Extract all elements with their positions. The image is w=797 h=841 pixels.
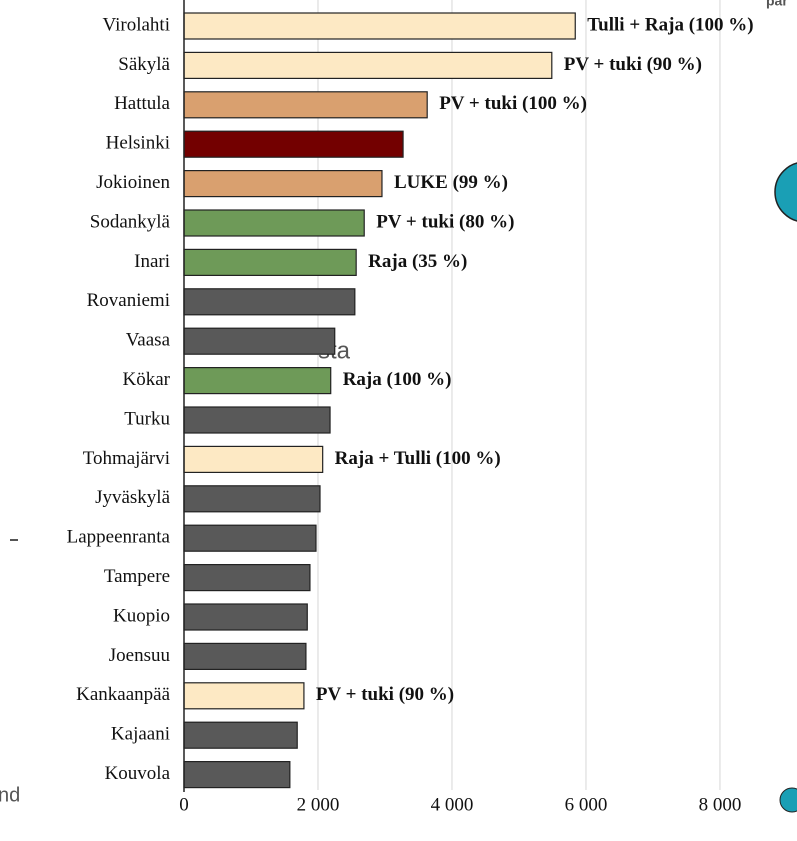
y-tick-label: Rovaniemi bbox=[87, 290, 170, 311]
y-tick-label: Tampere bbox=[104, 566, 170, 587]
y-tick-label: Virolahti bbox=[103, 14, 170, 35]
y-tick-label: Kankaanpää bbox=[76, 684, 170, 705]
bar-label: Raja (100 %) bbox=[343, 369, 452, 390]
bar-label: Tulli + Raja (100 %) bbox=[587, 14, 753, 35]
y-tick-label: Kökar bbox=[123, 369, 171, 390]
y-tick-label: Kouvola bbox=[105, 763, 171, 784]
y-tick-label: Sodankylä bbox=[90, 211, 171, 232]
bar bbox=[184, 407, 330, 433]
bar-label: PV + tuki (80 %) bbox=[376, 211, 514, 232]
bar bbox=[184, 171, 382, 197]
background-text: par bbox=[766, 0, 788, 9]
bar-label: PV + tuki (90 %) bbox=[316, 684, 454, 705]
bar bbox=[184, 328, 335, 354]
bar-label: Raja (35 %) bbox=[368, 251, 467, 272]
bar bbox=[184, 446, 323, 472]
y-tick-label: Vaasa bbox=[126, 330, 171, 351]
x-tick-label: 2 000 bbox=[297, 794, 340, 815]
bar bbox=[184, 486, 320, 512]
bar bbox=[184, 13, 575, 39]
chart: par sta nd 02 0004 0006 0008 000Virolaht… bbox=[0, 0, 797, 841]
y-tick-label: Joensuu bbox=[109, 645, 171, 666]
y-tick-label: Kajaani bbox=[111, 724, 170, 745]
y-tick-label: Lappeenranta bbox=[67, 527, 171, 548]
x-tick-label: 0 bbox=[179, 794, 189, 815]
x-tick-label: 4 000 bbox=[431, 794, 474, 815]
bar-label: LUKE (99 %) bbox=[394, 172, 508, 193]
bar bbox=[184, 368, 331, 394]
bar bbox=[184, 604, 307, 630]
x-tick-label: 6 000 bbox=[565, 794, 608, 815]
bar bbox=[184, 289, 355, 315]
bar bbox=[184, 210, 364, 236]
y-tick-label: Inari bbox=[134, 251, 170, 272]
y-tick-label: Hattula bbox=[114, 93, 170, 114]
bar bbox=[184, 565, 310, 591]
y-tick-label: Tohmajärvi bbox=[83, 448, 170, 469]
bar bbox=[184, 52, 552, 78]
bar bbox=[184, 131, 403, 157]
decoration bbox=[775, 162, 797, 222]
bar-label: PV + tuki (90 %) bbox=[564, 54, 702, 75]
y-tick-label: Jokioinen bbox=[96, 172, 170, 193]
y-tick-label: Säkylä bbox=[118, 54, 170, 75]
bar bbox=[184, 722, 297, 748]
bar-label: Raja + Tulli (100 %) bbox=[335, 448, 501, 469]
y-tick-label: Jyväskylä bbox=[95, 487, 171, 508]
bar bbox=[184, 92, 427, 118]
decoration bbox=[780, 788, 797, 812]
bar bbox=[184, 683, 304, 709]
y-tick-label: Kuopio bbox=[113, 605, 170, 626]
y-tick-label: Helsinki bbox=[106, 133, 170, 154]
x-tick-label: 8 000 bbox=[699, 794, 742, 815]
bar bbox=[184, 249, 356, 275]
background-text: nd bbox=[0, 784, 20, 806]
bar bbox=[184, 525, 316, 551]
bar bbox=[184, 762, 290, 788]
y-tick-label: Turku bbox=[124, 408, 170, 429]
bar bbox=[184, 643, 306, 669]
bar-label: PV + tuki (100 %) bbox=[439, 93, 587, 114]
